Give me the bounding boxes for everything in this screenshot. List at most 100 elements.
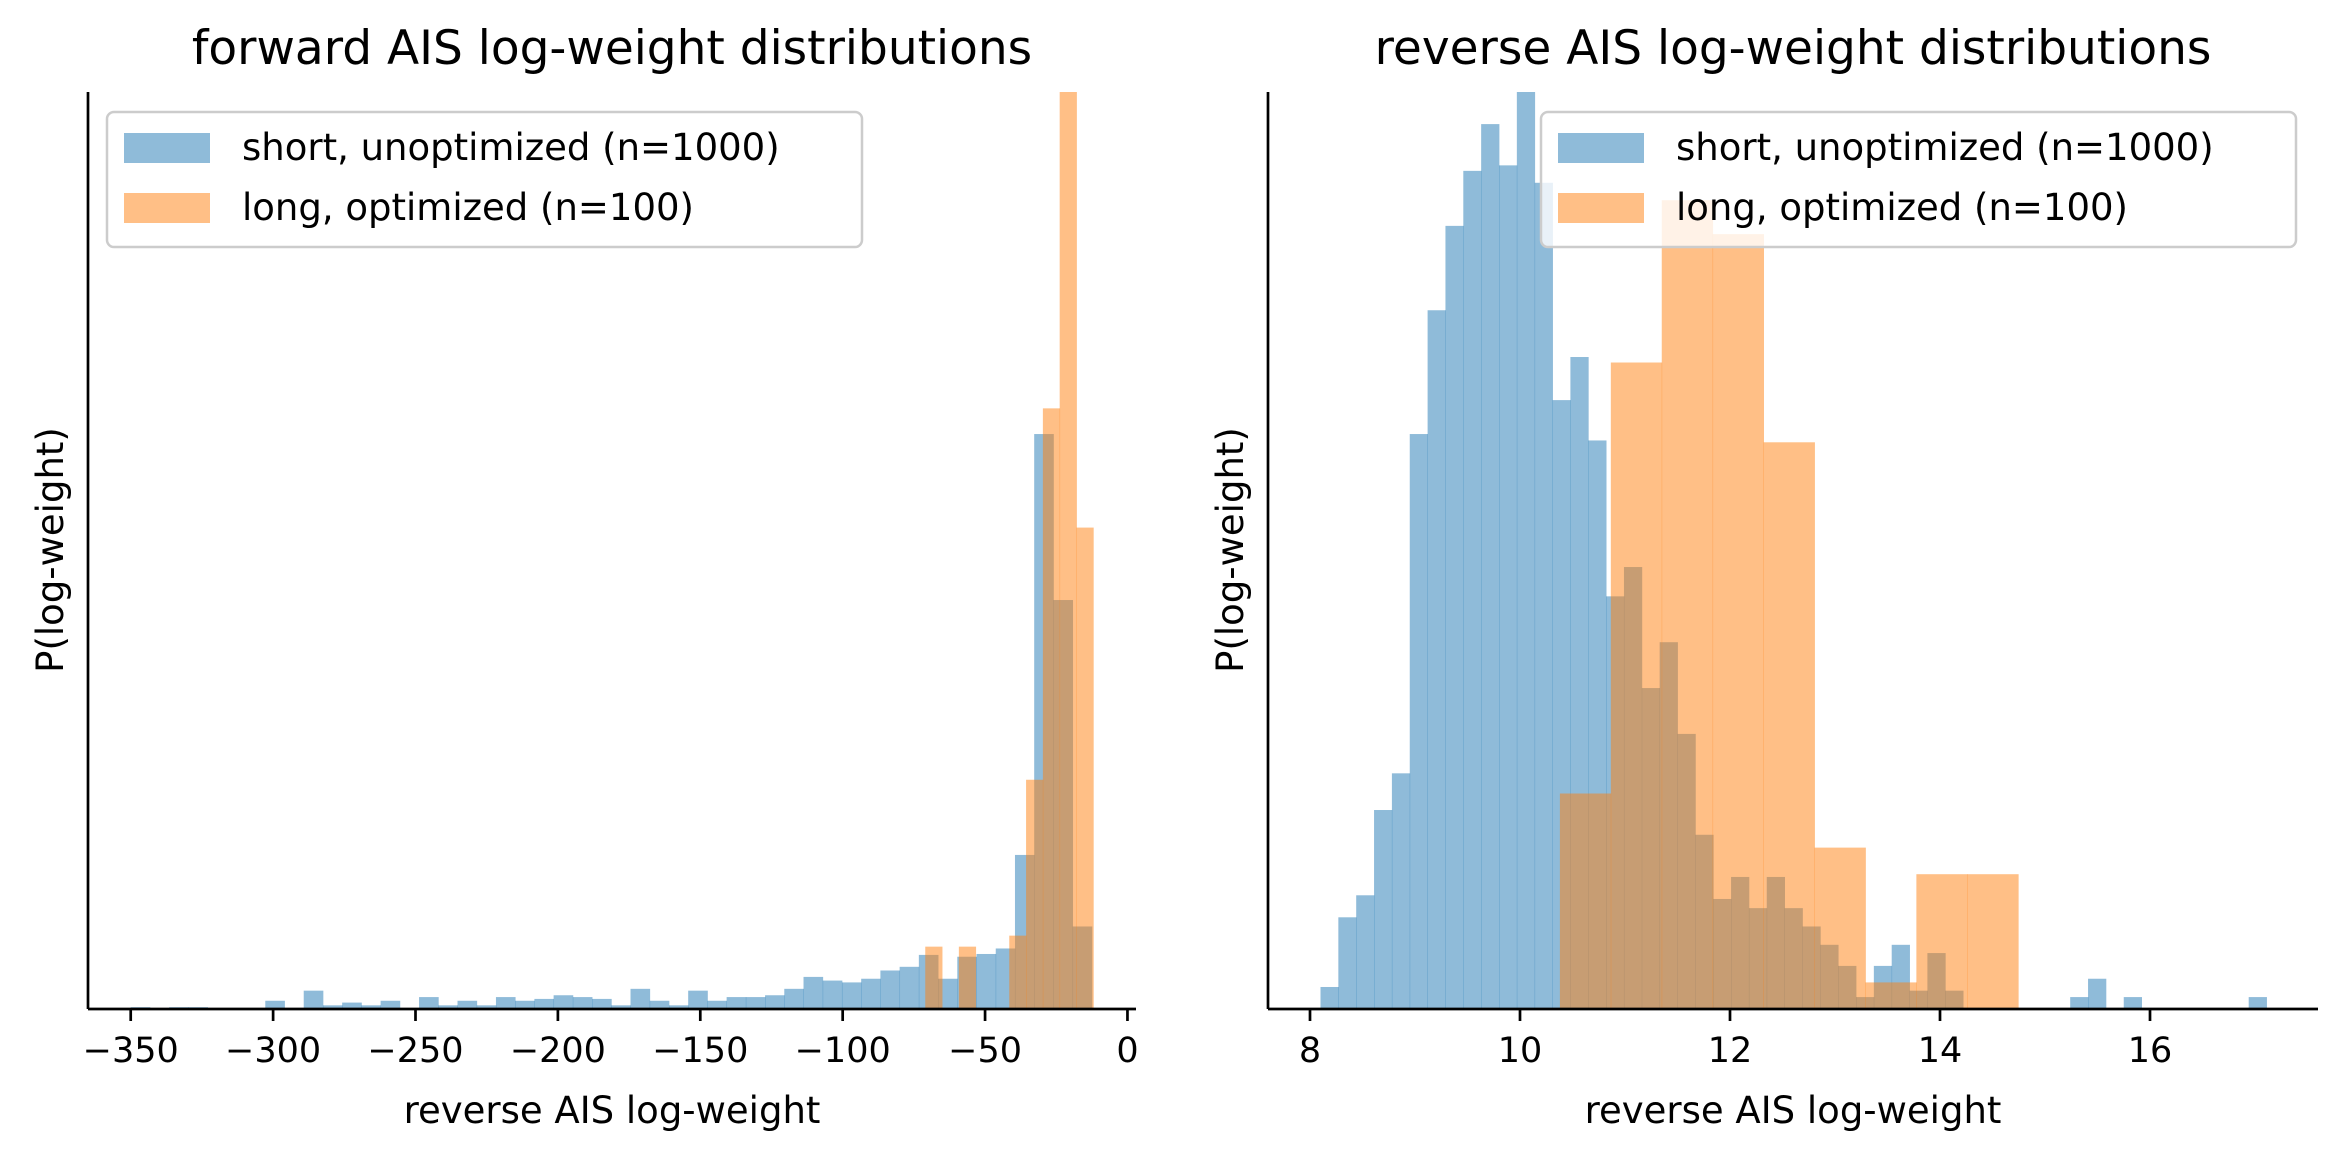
histogram-bar-short <box>1534 182 1553 1009</box>
x-tick-label: 8 <box>1299 1031 1321 1071</box>
left-histogram-bars <box>130 92 1094 1009</box>
histogram-bar-short <box>1463 170 1482 1010</box>
left-chart-title: forward AIS log-weight distributions <box>192 21 1032 76</box>
x-tick-label: −150 <box>652 1031 748 1071</box>
histogram-bar-short <box>1374 810 1393 1009</box>
histogram-bar-short <box>688 990 708 1009</box>
histogram-bar-short <box>419 997 439 1009</box>
histogram-bar-short <box>438 1005 458 1009</box>
histogram-bar-short <box>1356 895 1375 1009</box>
histogram-bar-short <box>2070 997 2089 1009</box>
right-legend: short, unoptimized (n=1000) long, optimi… <box>1539 110 2298 249</box>
right-y-axis-label: P(log-weight) <box>1209 427 1252 673</box>
histogram-bar-short <box>1516 92 1536 1009</box>
right-legend-label-long: long, optimized (n=100) <box>1676 186 2128 229</box>
histogram-bar-short <box>1391 773 1411 1009</box>
histogram-bar-short <box>303 990 324 1009</box>
histogram-bar-short <box>476 1005 497 1009</box>
histogram-bar-short <box>2088 978 2107 1009</box>
histogram-bar-short <box>976 953 997 1009</box>
x-tick-label: 12 <box>1708 1031 1753 1071</box>
histogram-bar-long <box>958 946 977 1009</box>
left-y-axis-label: P(log-weight) <box>29 427 72 673</box>
histogram-bar-short <box>2248 997 2267 1009</box>
histogram-bar-long <box>1814 847 1866 1009</box>
histogram-bar-short <box>342 1002 362 1009</box>
right-legend-frame <box>1539 110 2298 249</box>
right-chart-title: reverse AIS log-weight distributions <box>1375 21 2212 76</box>
x-tick-label: −350 <box>83 1031 179 1071</box>
histogram-bar-short <box>534 998 555 1009</box>
right-legend-swatch-short <box>1558 133 1644 163</box>
histogram-bar-long <box>1712 234 1764 1009</box>
right-legend-swatch-long <box>1558 193 1644 223</box>
histogram-bar-long <box>1763 442 1815 1009</box>
left-panel: forward AIS log-weight distributions −35… <box>29 21 1139 1132</box>
right-histogram-bars <box>1320 92 2267 1010</box>
histogram-bar-short <box>765 995 785 1009</box>
right-panel: reverse AIS log-weight distributions 8 10… <box>1209 21 2318 1132</box>
left-x-axis-label: reverse AIS log-weight <box>404 1089 821 1132</box>
histogram-bar-short <box>553 995 574 1009</box>
histogram-bar-short <box>726 997 747 1009</box>
histogram-bar-short <box>1409 434 1428 1009</box>
histogram-bar-short <box>822 980 843 1009</box>
histogram-bar-short <box>861 978 881 1009</box>
histogram-bar-short <box>668 1005 689 1009</box>
histogram-bar-short <box>592 998 612 1009</box>
histogram-bar-short <box>630 988 651 1009</box>
x-tick-label: 16 <box>2128 1031 2173 1071</box>
histogram-bar-long <box>1026 779 1044 1009</box>
x-tick-label: −50 <box>948 1031 1022 1071</box>
histogram-bar-short <box>803 976 824 1009</box>
left-legend-label-long: long, optimized (n=100) <box>242 186 694 229</box>
histogram-bar-short <box>899 966 920 1009</box>
histogram-bar-short <box>938 978 958 1009</box>
histogram-bar-short <box>611 1005 631 1009</box>
left-x-ticks: −350 −300 −250 −200 −150 −100 −50 0 <box>83 1009 1139 1071</box>
histogram-bar-short <box>2123 997 2142 1009</box>
histogram-bar-short <box>457 1000 478 1009</box>
left-legend-swatch-long <box>124 193 210 223</box>
histogram-bar-short <box>380 1000 401 1009</box>
x-tick-label: 10 <box>1498 1031 1543 1071</box>
histogram-bar-short <box>322 1005 343 1009</box>
histogram-bar-short <box>572 997 593 1009</box>
histogram-bar-long <box>1009 935 1027 1009</box>
histogram-bar-long <box>1916 874 1968 1009</box>
histogram-bar-short <box>1481 124 1500 1010</box>
left-legend-label-short: short, unoptimized (n=1000) <box>242 126 780 169</box>
histogram-bar-long <box>1076 527 1094 1009</box>
histogram-bar-short <box>784 988 804 1009</box>
histogram-bar-long <box>1661 200 1714 1009</box>
histogram-bar-long <box>1559 793 1612 1009</box>
histogram-bar-short <box>265 1000 285 1009</box>
histogram-bar-short <box>1320 986 1339 1009</box>
histogram-bar-long <box>925 946 943 1009</box>
right-legend-label-short: short, unoptimized (n=1000) <box>1676 126 2214 169</box>
left-legend-swatch-short <box>124 133 210 163</box>
left-legend-frame <box>105 110 864 249</box>
histogram-bar-short <box>649 1000 670 1009</box>
x-tick-label: 14 <box>1918 1031 1963 1071</box>
right-x-axis-label: reverse AIS log-weight <box>1585 1089 2002 1132</box>
histogram-bar-long <box>1059 92 1077 1009</box>
x-tick-label: −200 <box>510 1031 606 1071</box>
histogram-bar-long <box>1967 874 2019 1009</box>
histogram-bar-short <box>361 1005 382 1009</box>
histogram-bar-short <box>841 982 862 1009</box>
x-tick-label: −100 <box>795 1031 891 1071</box>
histogram-bar-short <box>1338 917 1357 1009</box>
histogram-bar-short <box>515 1000 535 1009</box>
histogram-bar-short <box>495 997 516 1009</box>
histogram-bar-long <box>1610 362 1663 1009</box>
x-tick-label: −300 <box>225 1031 321 1071</box>
histogram-bar-short <box>880 970 901 1009</box>
histogram-bar-short <box>745 997 766 1009</box>
histogram-bar-short <box>707 1000 728 1009</box>
x-tick-label: −250 <box>367 1031 463 1071</box>
histogram-bar-long <box>1042 408 1061 1009</box>
right-x-ticks: 8 10 12 14 16 <box>1299 1009 2172 1071</box>
x-tick-label: 0 <box>1116 1031 1138 1071</box>
